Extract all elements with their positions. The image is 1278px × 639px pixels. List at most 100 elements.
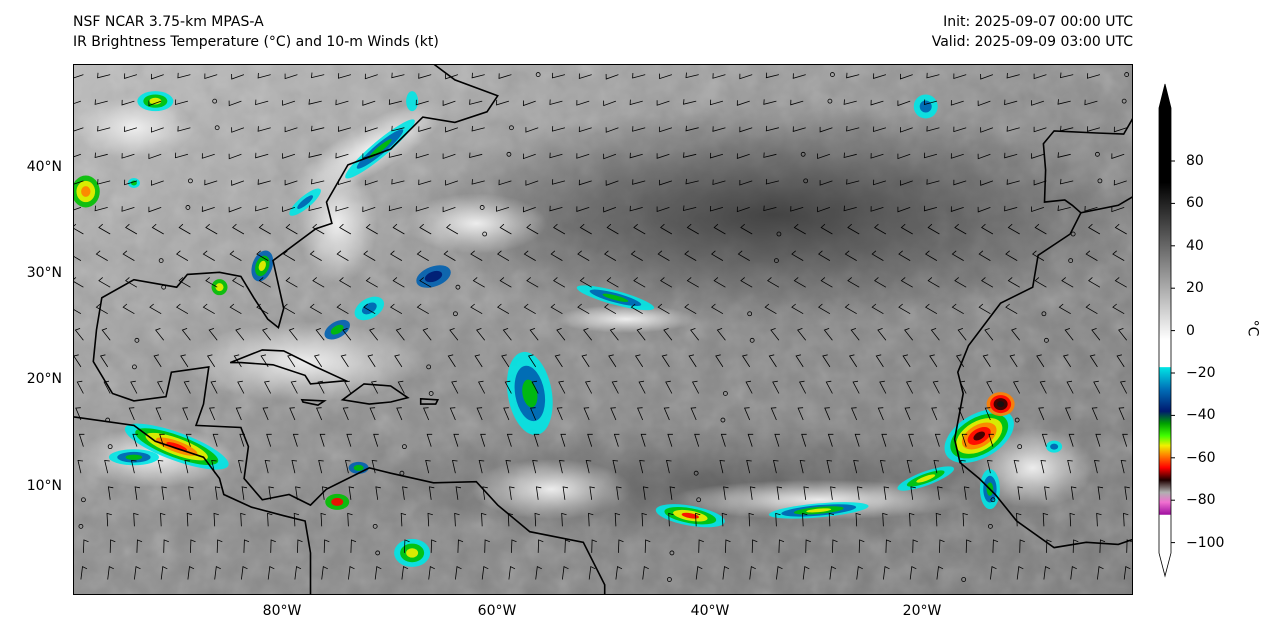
- convective-cloud: [137, 91, 174, 112]
- calm-wind-marker: [134, 337, 140, 343]
- wind-barb: [470, 250, 483, 261]
- wind-barb: [638, 380, 646, 394]
- wind-barb: [232, 223, 245, 235]
- wind-barb: [390, 250, 403, 261]
- wind-barb: [984, 328, 994, 341]
- wind-barb: [136, 539, 143, 553]
- wind-barb: [765, 178, 779, 185]
- wind-barb: [1093, 460, 1100, 474]
- calm-wind-marker: [1044, 337, 1049, 343]
- wind-barb: [669, 486, 676, 500]
- field-title: IR Brightness Temperature (°C) and 10-m …: [73, 34, 439, 50]
- wind-barb: [775, 512, 781, 527]
- wind-barb: [683, 152, 697, 158]
- wind-barb: [961, 433, 968, 447]
- wind-barb: [534, 512, 540, 527]
- wind-barb: [151, 73, 164, 80]
- calm-wind-marker: [988, 523, 993, 529]
- wind-barb: [977, 153, 991, 160]
- wind-barb: [977, 100, 991, 107]
- wind-barb: [523, 206, 536, 213]
- wind-barb: [74, 100, 82, 104]
- wind-barb: [988, 433, 994, 447]
- wind-barb: [1044, 486, 1050, 500]
- wind-barb: [1005, 303, 1018, 315]
- wind-barb: [1093, 380, 1101, 394]
- wind-barb: [74, 354, 82, 368]
- wind-barb: [749, 486, 756, 500]
- wind-barb: [80, 565, 88, 580]
- wind-barb: [364, 73, 378, 80]
- wind-barb: [335, 152, 349, 159]
- wind-barb: [255, 205, 269, 212]
- wind-barb: [529, 328, 539, 341]
- wind-barb: [455, 565, 462, 580]
- wind-barb: [532, 460, 538, 474]
- wind-barb: [1085, 250, 1098, 261]
- wind-barb: [639, 460, 645, 474]
- model-title: NSF NCAR 3.75-km MPAS-A: [73, 14, 264, 30]
- wind-barb: [241, 486, 248, 500]
- wind-barb: [237, 380, 245, 394]
- wind-barb: [741, 354, 751, 368]
- wind-barb: [497, 250, 510, 261]
- wind-barb: [1017, 486, 1023, 500]
- wind-barb: [740, 223, 753, 235]
- wind-barb: [843, 152, 857, 159]
- wind-barb: [416, 250, 429, 261]
- wind-barb: [846, 179, 860, 185]
- wind-barb: [606, 277, 619, 288]
- calm-wind-marker: [667, 577, 672, 582]
- convective-cloud: [768, 502, 869, 519]
- cloud-shield: [972, 427, 1093, 508]
- convective-cloud: [325, 493, 350, 510]
- wind-barb: [584, 380, 593, 394]
- wind-barb: [858, 539, 865, 553]
- wind-barb: [900, 127, 913, 133]
- wind-barb: [148, 100, 162, 107]
- wind-barb: [74, 277, 84, 288]
- wind-barb: [612, 460, 619, 474]
- wind-barb: [74, 328, 84, 341]
- wind-barb: [344, 380, 352, 394]
- convective-cloud: [913, 94, 938, 119]
- wind-barb: [1033, 126, 1047, 133]
- calm-wind-marker: [105, 417, 111, 423]
- wind-barb: [951, 250, 964, 261]
- wind-barb: [229, 303, 242, 315]
- wind-barb: [609, 328, 619, 341]
- colorbar-unit: °C: [1244, 319, 1261, 337]
- wind-barb: [174, 152, 189, 159]
- wind-barb: [805, 539, 811, 553]
- wind-barb: [1034, 223, 1047, 235]
- wind-barb: [134, 565, 141, 580]
- wind-barb: [561, 512, 567, 527]
- wind-barb: [369, 328, 379, 341]
- wind-barb: [824, 407, 831, 421]
- wind-barb: [632, 126, 646, 132]
- coastline-americas-pacific: [74, 416, 312, 594]
- lat-label-30n: 30°N: [26, 265, 62, 281]
- wind-barb: [630, 250, 643, 261]
- wind-barb: [471, 179, 485, 185]
- colorbar-tick-label: −20: [1186, 365, 1216, 381]
- wind-barb: [101, 328, 111, 341]
- wind-barb: [660, 277, 673, 288]
- wind-barb: [537, 539, 544, 553]
- wind-barb: [986, 380, 994, 394]
- wind-barb: [1057, 152, 1071, 158]
- wind-barb: [897, 100, 911, 107]
- wind-barb: [659, 73, 673, 80]
- wind-barb: [551, 72, 566, 79]
- wind-barb: [798, 380, 807, 394]
- wind-barb: [74, 207, 82, 211]
- wind-barb: [148, 206, 162, 213]
- wind-barb: [255, 152, 269, 159]
- wind-barb: [583, 328, 593, 341]
- wind-barb: [291, 460, 298, 474]
- wind-barb: [770, 328, 780, 341]
- wind-barb: [1057, 205, 1071, 212]
- wind-barb: [556, 328, 566, 341]
- wind-barb: [748, 512, 754, 527]
- wind-barb: [772, 380, 780, 394]
